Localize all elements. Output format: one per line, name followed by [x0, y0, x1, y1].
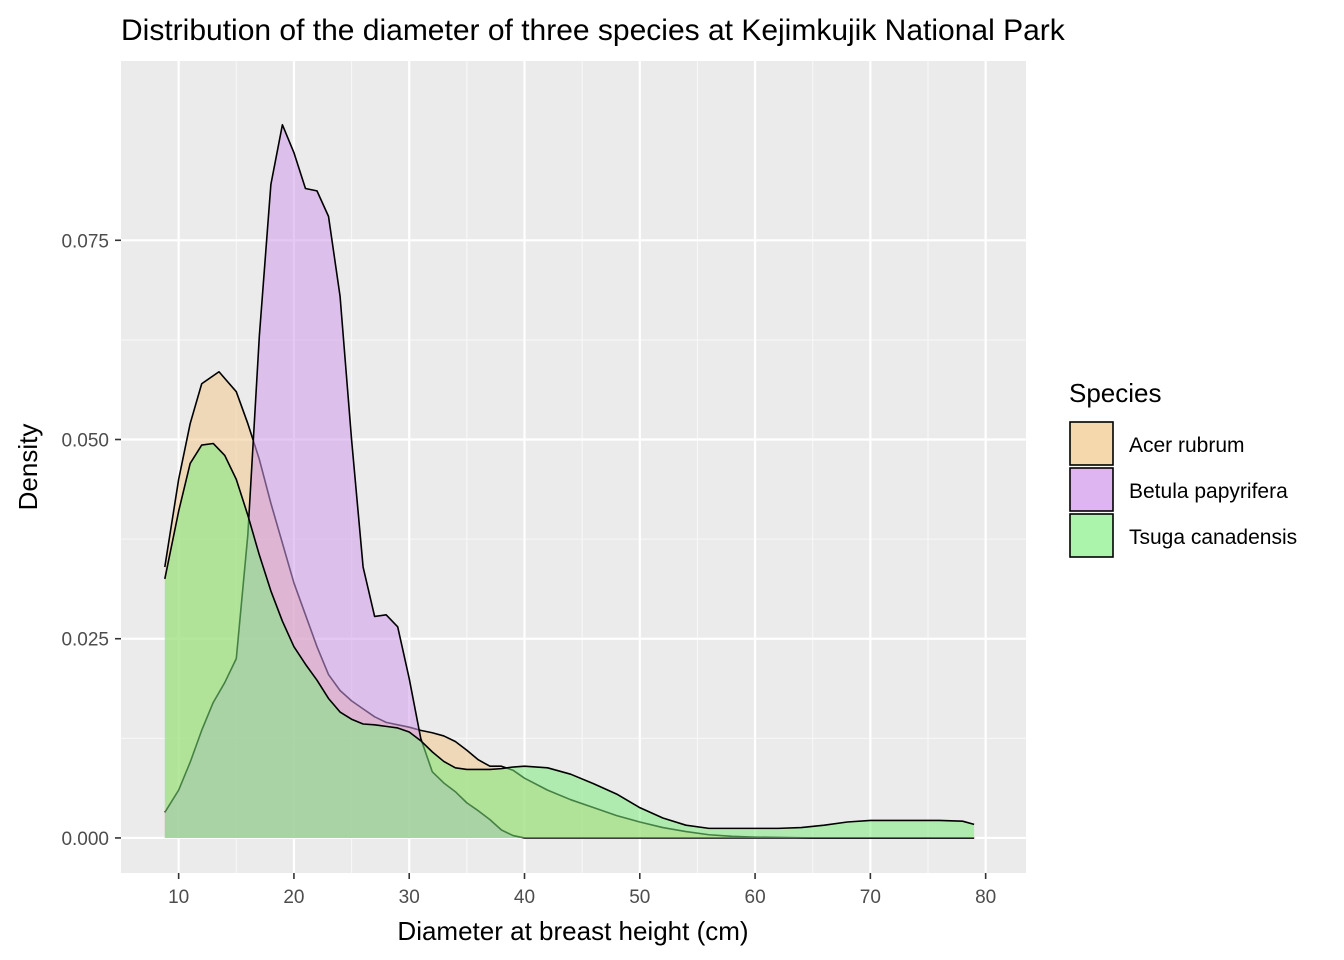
x-axis-ticks: 10 20 30 40 50 60 70 80 [168, 873, 996, 908]
x-tick-label: 50 [629, 887, 650, 908]
legend-label-betula-papyrifera: Betula papyrifera [1129, 480, 1288, 503]
legend-label-acer-rubrum: Acer rubrum [1129, 434, 1245, 457]
y-tick-label: 0.075 [61, 231, 109, 252]
y-tick-label: 0.050 [61, 431, 109, 452]
x-tick-label: 40 [514, 887, 535, 908]
x-tick-label: 20 [283, 887, 304, 908]
legend: Species Acer rubrum Betula papyrifera Ts… [1069, 378, 1297, 558]
x-tick-label: 80 [975, 887, 996, 908]
y-tick-label: 0.000 [61, 829, 109, 850]
x-tick-label: 10 [168, 887, 189, 908]
y-axis-title: Density [13, 424, 43, 511]
y-tick-label: 0.025 [61, 630, 109, 651]
legend-key-tsuga-canadensis [1069, 513, 1114, 558]
x-tick-label: 30 [399, 887, 420, 908]
density-area-tsuga-canadensis [164, 443, 975, 838]
chart-title: Distribution of the diameter of three sp… [121, 14, 1066, 47]
legend-key-acer-rubrum [1069, 421, 1114, 466]
legend-title: Species [1069, 378, 1162, 408]
density-areas [164, 123, 975, 839]
x-tick-label: 60 [745, 887, 766, 908]
x-axis-title: Diameter at breast height (cm) [397, 916, 748, 946]
x-tick-label: 70 [860, 887, 881, 908]
legend-item-acer-rubrum: Acer rubrum [1069, 421, 1245, 466]
legend-item-tsuga-canadensis: Tsuga canadensis [1069, 513, 1297, 558]
legend-item-betula-papyrifera: Betula papyrifera [1069, 467, 1288, 512]
legend-key-betula-papyrifera [1069, 467, 1114, 512]
legend-label-tsuga-canadensis: Tsuga canadensis [1129, 526, 1297, 549]
density-area-betula-papyrifera [164, 124, 975, 838]
y-axis-ticks: 0.000 0.025 0.050 0.075 [61, 231, 121, 850]
density-line-tsuga-canadensis [164, 442, 975, 830]
